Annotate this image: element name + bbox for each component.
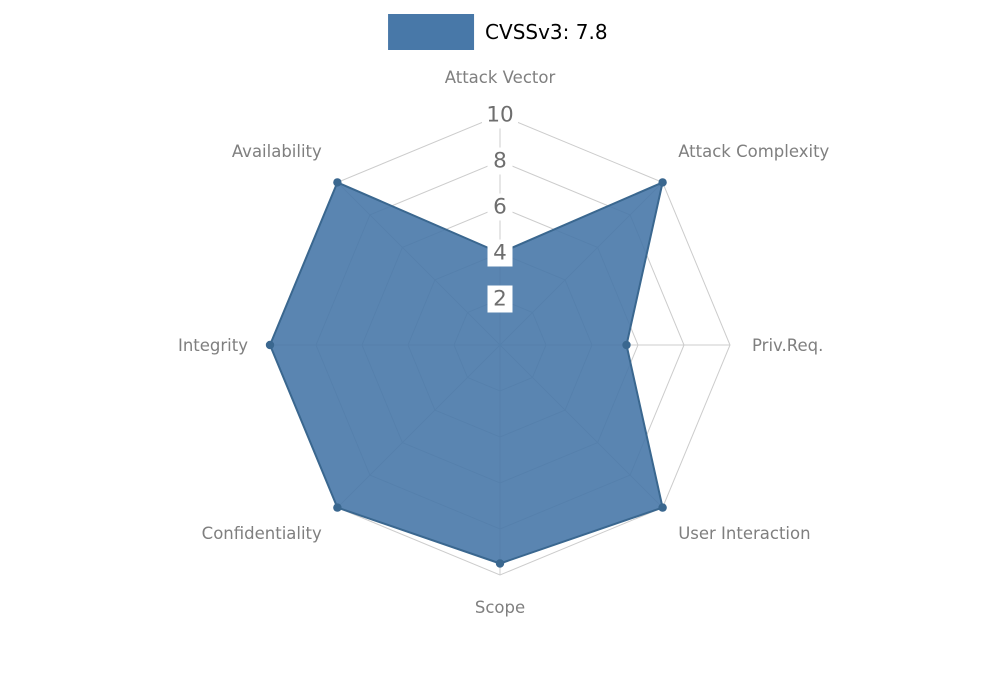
- tick-box: [482, 101, 518, 129]
- radial-tick-label: 10: [486, 103, 513, 128]
- tick-box: [487, 239, 513, 267]
- vertex-dot: [333, 503, 342, 512]
- series-polygon: [269, 181, 664, 565]
- radial-tick-label: 4: [493, 241, 507, 266]
- axis-label-scope: Scope: [475, 598, 525, 617]
- axis-label-availability: Availability: [232, 142, 322, 161]
- axis-label-attack-vector: Attack Vector: [445, 68, 556, 87]
- legend-swatch: [388, 14, 475, 50]
- axis-label-integrity: Integrity: [178, 336, 248, 355]
- vertex-dot: [495, 559, 505, 568]
- vertex-dot: [658, 178, 667, 187]
- axis-label-attack-complexity: Attack Complexity: [678, 142, 829, 161]
- axis-labels: Attack Vector Attack Complexity Priv.Req. U…: [178, 68, 830, 617]
- legend-label: CVSSv3: 7.8: [485, 20, 608, 44]
- radial-tick-labels: 2 4 6 8 10: [482, 101, 518, 313]
- radial-tick-label: 8: [493, 149, 507, 174]
- radial-tick-label: 6: [493, 195, 507, 220]
- tick-box: [487, 285, 513, 313]
- vertex-dot: [333, 178, 342, 187]
- chart-legend: CVSSv3: 7.8: [388, 14, 608, 50]
- vertex-dot: [622, 340, 631, 350]
- axis-label-user-interaction: User Interaction: [678, 524, 810, 543]
- tick-box: [487, 193, 513, 221]
- axis-label-priv-req: Priv.Req.: [752, 336, 823, 355]
- vertex-dot: [265, 340, 275, 350]
- radial-tick-label: 2: [493, 287, 507, 312]
- axis-label-confidentiality: Confidentiality: [202, 524, 322, 543]
- vertex-dot: [658, 503, 667, 512]
- tick-box: [487, 147, 513, 175]
